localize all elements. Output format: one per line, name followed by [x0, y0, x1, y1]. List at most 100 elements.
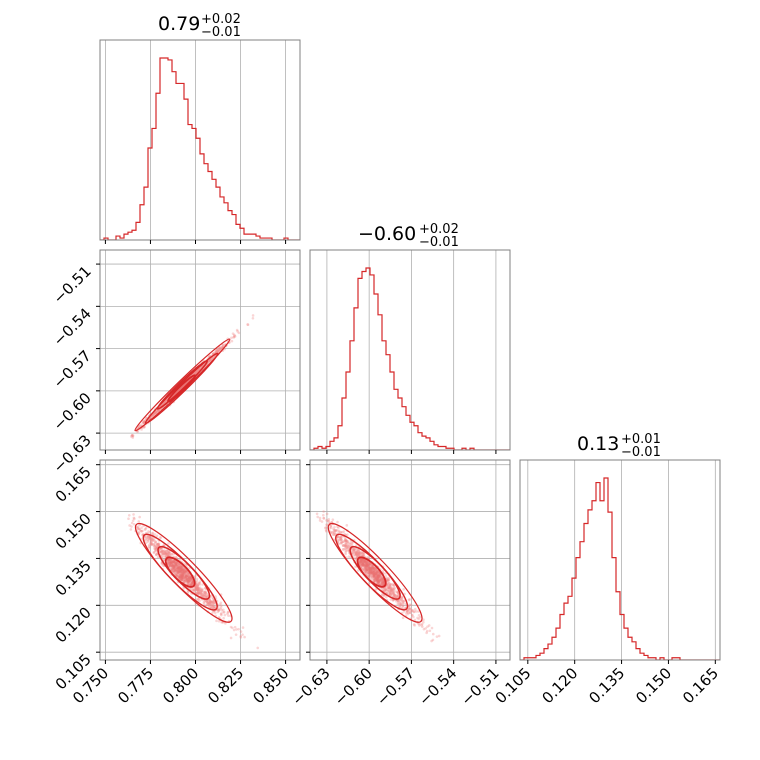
scatter-point: [344, 539, 348, 543]
scatter-point: [170, 558, 173, 561]
scatter-point: [208, 600, 211, 604]
scatter-point: [154, 546, 158, 550]
scatter-point: [405, 610, 409, 613]
scatter-point: [170, 563, 174, 567]
scatter-point: [222, 610, 226, 614]
scatter-point: [172, 569, 176, 573]
scatter-point: [218, 347, 222, 351]
scatter-point: [193, 588, 197, 592]
scatter-point: [341, 540, 345, 543]
scatter-point: [337, 529, 341, 533]
scatter-point: [195, 585, 199, 589]
scatter-point: [131, 436, 135, 439]
scatter-point: [348, 541, 352, 545]
scatter-point: [353, 550, 357, 554]
scatter-point: [181, 571, 185, 575]
scatter-point: [358, 559, 361, 563]
scatter-point: [202, 595, 206, 598]
scatter-point: [390, 589, 393, 592]
scatter-point: [183, 575, 187, 578]
scatter-point: [390, 587, 393, 591]
scatter-point: [181, 568, 185, 572]
scatter-point: [198, 588, 202, 592]
scatter-point: [362, 552, 366, 556]
scatter-point: [185, 574, 188, 578]
scatter-point: [190, 581, 194, 585]
scatter-point: [351, 551, 354, 555]
scatter-point: [231, 626, 234, 630]
scatter-point: [204, 594, 207, 597]
scatter-point: [350, 543, 354, 547]
scatter-point: [218, 348, 222, 352]
scatter-point: [140, 428, 143, 431]
scatter-point: [227, 610, 230, 614]
scatter-point: [211, 601, 215, 604]
scatter-point: [195, 370, 198, 373]
scatter-point: [184, 570, 187, 574]
scatter-point: [322, 516, 325, 520]
scatter-point: [344, 550, 348, 554]
scatter-point: [162, 549, 166, 553]
scatter-point: [160, 550, 163, 554]
title-param-1-value: 0.79: [158, 13, 200, 35]
scatter-point: [166, 562, 170, 565]
scatter-point: [359, 563, 362, 567]
scatter-point: [391, 583, 395, 586]
scatter-point: [217, 348, 221, 351]
scatter-point: [179, 568, 183, 571]
scatter-point: [166, 553, 169, 557]
scatter-point: [357, 549, 360, 553]
scatter-point: [368, 571, 372, 574]
scatter-point: [237, 331, 241, 335]
scatter-point: [361, 561, 365, 564]
scatter-point: [182, 586, 185, 590]
scatter-point: [179, 578, 183, 581]
scatter-point: [368, 572, 371, 576]
scatter-point: [232, 335, 236, 339]
scatter-point: [365, 560, 368, 564]
scatter-point: [182, 572, 185, 575]
scatter-point: [365, 568, 369, 572]
scatter-point: [146, 535, 150, 539]
scatter-point: [196, 591, 199, 595]
scatter-point: [174, 563, 178, 566]
scatter-point: [209, 605, 213, 609]
title-param-2-value: −0.60: [358, 223, 416, 245]
scatter-point: [387, 581, 391, 585]
scatter-point: [170, 552, 174, 556]
x-tick-label: 0.120: [538, 664, 581, 707]
scatter-point: [418, 615, 422, 619]
scatter-point: [361, 562, 364, 565]
scatter-point: [166, 559, 170, 562]
scatter-point: [376, 581, 380, 585]
title-param-3-lower: −0.01: [621, 445, 661, 460]
scatter-point: [178, 566, 181, 570]
scatter-point: [351, 552, 355, 556]
scatter-point: [352, 548, 356, 552]
scatter-point: [147, 535, 150, 539]
scatter-point: [167, 554, 171, 558]
scatter-point: [361, 563, 365, 566]
scatter-point: [378, 578, 382, 582]
scatter-point: [417, 617, 421, 621]
scatter-point: [354, 552, 358, 556]
scatter-point: [318, 516, 322, 520]
scatter-point: [169, 561, 173, 565]
scatter-point: [143, 535, 147, 539]
scatter-point: [138, 523, 141, 527]
scatter-point: [209, 600, 213, 604]
scatter-point: [372, 574, 376, 577]
scatter-point: [392, 591, 395, 595]
scatter-point: [372, 573, 376, 576]
histogram-step-param-2: [310, 267, 510, 450]
scatter-point: [398, 605, 402, 608]
scatter-point: [218, 346, 221, 350]
scatter-point: [378, 580, 381, 584]
scatter-point: [388, 593, 392, 597]
scatter-point: [376, 570, 380, 573]
scatter-point: [166, 561, 170, 564]
scatter-point: [198, 588, 202, 591]
scatter-point: [213, 605, 216, 609]
scatter-point: [325, 523, 328, 526]
scatter-point: [215, 619, 218, 623]
